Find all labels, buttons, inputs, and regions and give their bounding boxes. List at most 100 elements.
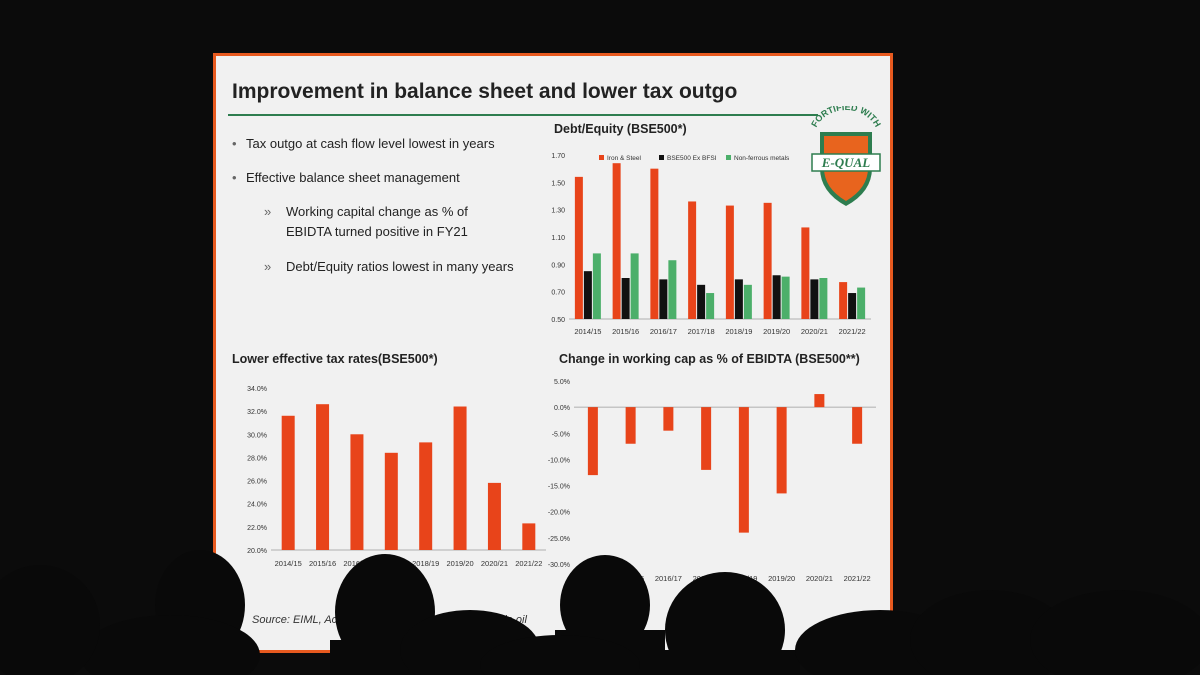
bar-bse500-ex-bfsi <box>621 278 630 319</box>
y-tick-label: 24.0% <box>247 502 267 509</box>
svg-text:FORTIFIED WITH: FORTIFIED WITH <box>809 106 883 129</box>
y-tick-label: 26.0% <box>247 479 267 486</box>
x-tick-label: 2016/17 <box>343 559 370 568</box>
sub-bullet-2-text: Debt/Equity ratios lowest in many years <box>286 259 514 274</box>
bar-value <box>663 407 674 431</box>
bar-bse500-ex-bfsi <box>583 271 592 319</box>
bar-non-ferrous-metals <box>630 253 639 319</box>
bar-non-ferrous-metals <box>781 276 790 319</box>
x-tick-label: 2019/20 <box>768 574 795 583</box>
sub-bullet-1: » Working capital change as % of EBIDTA t… <box>264 202 516 242</box>
bar-value <box>316 404 330 550</box>
x-tick-label: 2018/19 <box>412 559 439 568</box>
bar-value <box>852 407 863 444</box>
bar-bse500-ex-bfsi <box>697 284 706 319</box>
svg-text:E-QUAL: E-QUAL <box>821 155 870 170</box>
bar-iron-steel <box>688 201 697 319</box>
legend-label: BSE500 Ex BFSI <box>667 155 717 162</box>
x-tick-label: 2014/15 <box>574 327 601 336</box>
bar-value <box>522 523 536 550</box>
y-tick-label: 1.50 <box>551 180 565 187</box>
x-tick-label: 2020/21 <box>806 574 833 583</box>
legend-label: Non-ferrous metals <box>734 155 790 162</box>
x-tick-label: 2018/19 <box>725 327 752 336</box>
bar-non-ferrous-metals <box>668 260 677 319</box>
bullet-1: • Tax outgo at cash flow level lowest in … <box>232 136 495 151</box>
bar-iron-steel <box>574 176 583 319</box>
bar-iron-steel <box>650 168 659 319</box>
y-tick-label: 0.0% <box>554 405 570 412</box>
bar-iron-steel <box>801 227 810 319</box>
bar-value <box>625 407 636 444</box>
bar-value <box>587 407 598 476</box>
y-tick-label: -30.0% <box>548 562 570 569</box>
y-tick-label: 20.0% <box>247 548 267 555</box>
y-tick-label: 22.0% <box>247 525 267 532</box>
x-tick-label: 2021/22 <box>839 327 866 336</box>
y-tick-label: 28.0% <box>247 455 267 462</box>
x-tick-label: 2020/21 <box>801 327 828 336</box>
y-tick-label: -20.0% <box>548 510 570 517</box>
x-tick-label: 2017/18 <box>693 574 720 583</box>
x-tick-label: 2017/18 <box>378 559 405 568</box>
bar-value <box>453 406 467 550</box>
x-tick-label: 2021/22 <box>844 574 871 583</box>
sub-bullet-2: » Debt/Equity ratios lowest in many years <box>264 257 536 277</box>
x-tick-label: 2014/15 <box>275 559 302 568</box>
y-tick-label: 1.30 <box>551 208 565 215</box>
working-cap-chart-title: Change in working cap as % of EBIDTA (BS… <box>559 352 860 366</box>
x-tick-label: 2021/22 <box>515 559 542 568</box>
bullet-1-marker: • <box>232 136 237 151</box>
sub-bullet-1-marker: » <box>264 204 272 219</box>
x-tick-label: 2015/16 <box>309 559 336 568</box>
x-tick-label: 2019/20 <box>763 327 790 336</box>
bar-non-ferrous-metals <box>743 284 752 319</box>
y-tick-label: -15.0% <box>548 484 570 491</box>
bullet-2-text: Effective balance sheet management <box>246 170 460 185</box>
x-tick-label: 2016/17 <box>650 327 677 336</box>
y-tick-label: -25.0% <box>548 536 570 543</box>
bar-value <box>281 415 295 550</box>
bar-value <box>384 452 398 550</box>
e-qual-badge-logo: FORTIFIED WITH E-QUAL <box>809 106 883 206</box>
x-tick-label: 2018/19 <box>730 574 757 583</box>
projected-slide: Improvement in balance sheet and lower t… <box>213 53 893 653</box>
sub-bullet-1-text: Working capital change as % of EBIDTA tu… <box>286 204 468 239</box>
debt-equity-chart: 0.50 0.70 0.90 1.10 1.30 1.50 1.70 2014/15 2015/… <box>551 153 871 336</box>
x-tick-label: 2015/16 <box>617 574 644 583</box>
bar-non-ferrous-metals <box>592 253 601 319</box>
title-underline <box>228 114 818 116</box>
bar-non-ferrous-metals <box>857 287 866 319</box>
bar-iron-steel <box>612 163 621 319</box>
y-tick-label: 30.0% <box>247 432 267 439</box>
debt-equity-chart-title: Debt/Equity (BSE500*) <box>554 122 687 136</box>
y-tick-label: -10.0% <box>548 457 570 464</box>
bar-iron-steel <box>839 282 848 319</box>
bar-non-ferrous-metals <box>706 293 715 319</box>
bar-bse500-ex-bfsi <box>772 275 781 319</box>
x-tick-label: 2017/18 <box>688 327 715 336</box>
y-tick-label: 5.0% <box>554 379 570 386</box>
bullet-2: • Effective balance sheet management <box>232 170 460 185</box>
bar-bse500-ex-bfsi <box>848 293 857 319</box>
y-tick-label: 0.70 <box>551 290 565 297</box>
y-tick-label: 1.10 <box>551 235 565 242</box>
bar-bse500-ex-bfsi <box>659 279 668 319</box>
tax-rate-chart-title: Lower effective tax rates(BSE500*) <box>232 352 438 366</box>
legend-swatch <box>659 155 664 160</box>
bar-value <box>814 394 825 408</box>
bar-value <box>776 407 787 494</box>
bar-bse500-ex-bfsi <box>734 279 743 319</box>
x-tick-label: 2019/20 <box>447 559 474 568</box>
x-tick-label: 2020/21 <box>481 559 508 568</box>
bar-value <box>701 407 712 470</box>
bar-value <box>487 482 501 550</box>
bar-non-ferrous-metals <box>819 278 828 319</box>
y-tick-label: 34.0% <box>247 386 267 393</box>
y-tick-label: 0.90 <box>551 262 565 269</box>
x-tick-label: 2014/15 <box>579 574 606 583</box>
legend-label: Iron & Steel <box>607 155 642 162</box>
bar-iron-steel <box>763 202 772 319</box>
y-tick-label: -5.0% <box>552 431 570 438</box>
